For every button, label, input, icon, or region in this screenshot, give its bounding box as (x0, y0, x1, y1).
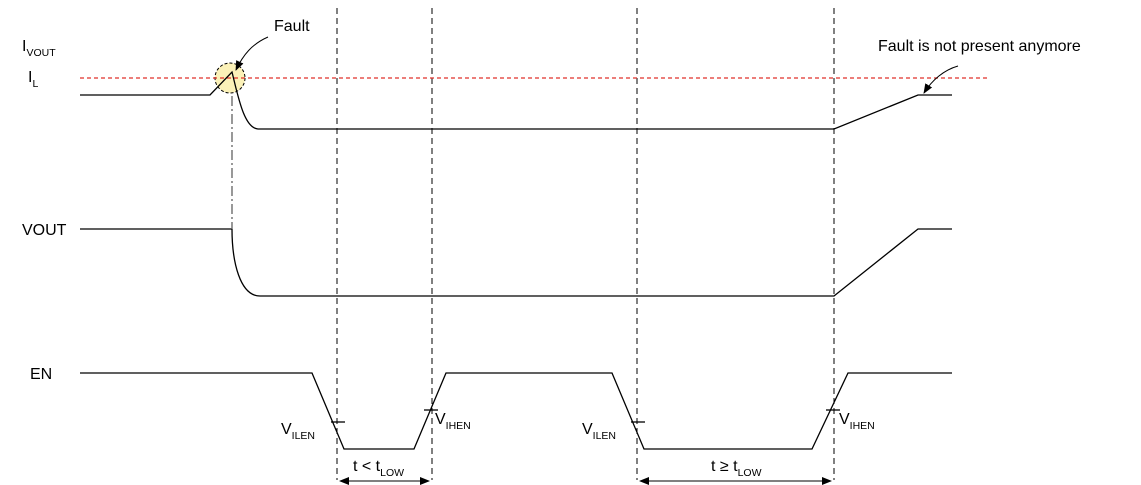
en-label: EN (30, 366, 52, 383)
fault-cleared-arrow (923, 65, 959, 94)
vout-label: VOUT (22, 222, 67, 239)
il-label: IL (28, 69, 38, 90)
en-waveform (80, 372, 952, 450)
fault-arrow (235, 36, 269, 71)
ivout-label: IVOUT (22, 38, 56, 59)
interval-short-label: t < tLOW (353, 458, 404, 479)
fault-label: Fault (274, 18, 310, 35)
fault-cleared-label: Fault is not present anymore (878, 38, 1081, 55)
ivout-waveform (80, 70, 952, 130)
vihen-label-2: VIHEN (839, 411, 875, 432)
vilen-label-1: VILEN (281, 421, 315, 442)
vout-waveform (80, 228, 952, 297)
vihen-label-1: VIHEN (435, 411, 471, 432)
vilen-label-2: VILEN (582, 421, 616, 442)
interval-long-label: t ≥ tLOW (711, 458, 762, 479)
